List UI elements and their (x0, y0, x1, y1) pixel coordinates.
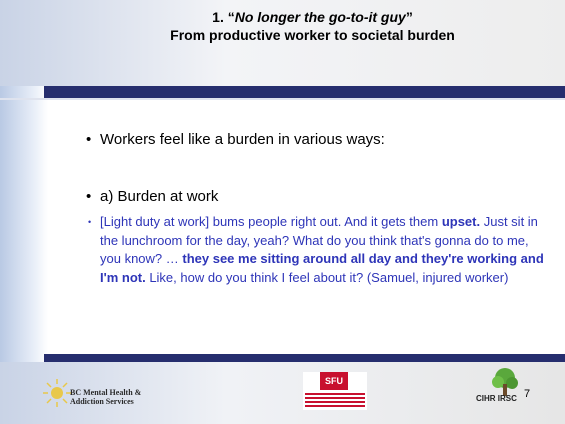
footer-bar (44, 354, 565, 362)
title-subtitle: From productive worker to societal burde… (170, 27, 455, 43)
quote-emphasis: upset. (441, 214, 481, 229)
header-band (0, 0, 565, 86)
quote-segment: Just sit in the lunchroom for the day, y… (100, 214, 538, 266)
cihr-logo: CIHR IRSC (476, 394, 517, 403)
sfu-mark: SFU (320, 372, 348, 390)
header-bar (44, 86, 565, 98)
bullet-text: Workers feel like a burden in various wa… (100, 131, 385, 148)
sfu-lines (305, 393, 365, 407)
slide-title: 1. “No longer the go-to-it guy” From pro… (60, 8, 565, 44)
quote-block: • [Light duty at work] bums people right … (86, 213, 548, 287)
bc-mental-health-logo: BC Mental Health & Addiction Services (70, 388, 142, 406)
quote-segment: Like, how do you think I feel about it? … (145, 269, 509, 285)
quote-text: [Light duty at work] bums people right o… (86, 213, 548, 287)
sun-logo (43, 379, 71, 407)
page-number: 7 (524, 388, 531, 400)
header-rule (0, 98, 565, 100)
footer-band (0, 362, 565, 424)
title-number: 1. “ (212, 9, 235, 25)
quote-emphasis: they see me sitting around all day and t… (100, 251, 544, 285)
quote-segment: [Light duty at work] bums people right o… (100, 214, 442, 229)
title-line: 1. “No longer the go-to-it guy” (60, 8, 565, 26)
title-quote: No longer the go-to-it guy (234, 9, 406, 25)
title-close: ” (405, 9, 413, 25)
sfu-logo: SFU (303, 372, 367, 410)
bullet-text: a) Burden at work (100, 188, 219, 205)
tree-logo (492, 368, 518, 396)
